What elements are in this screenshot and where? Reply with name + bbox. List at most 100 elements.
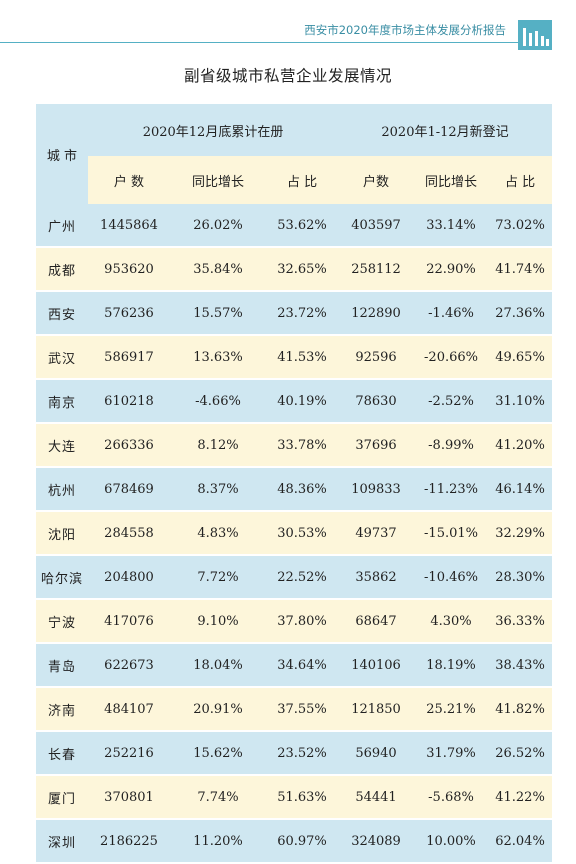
table-title: 副省级城市私营企业发展情况: [183, 67, 392, 85]
cell-new-yoy-growth: 25.21%: [414, 687, 489, 732]
cell-new-yoy-growth: -10.46%: [414, 555, 489, 600]
cell-new-share: 41.22%: [488, 775, 553, 820]
cell-count: 204800: [88, 555, 170, 600]
cell-new-share: 41.74%: [488, 247, 553, 292]
cell-count: 484107: [88, 687, 170, 732]
cell-new-share: 27.36%: [488, 291, 553, 336]
cell-new-share: 73.02%: [488, 204, 553, 248]
cell-city: 厦门: [36, 775, 88, 820]
cell-new-yoy-growth: 22.90%: [414, 247, 489, 292]
subheader-count: 户 数: [88, 156, 170, 204]
table-row: 武汉 586917 13.63% 41.53% 92596 -20.66% 49.65%: [36, 335, 553, 380]
table-row: 成都 953620 35.84% 32.65% 258112 22.90% 41.74%: [36, 247, 553, 292]
city-enterprise-table: 城 市 2020年12月底累计在册 2020年1-12月新登记 户 数 同比增长…: [36, 104, 553, 864]
cell-new-share: 38.43%: [488, 643, 553, 688]
cell-city: 宁波: [36, 599, 88, 644]
cell-yoy-growth: 15.57%: [170, 291, 266, 336]
cell-city: 成都: [36, 247, 88, 292]
table-row: 青岛 622673 18.04% 34.64% 140106 18.19% 38.43%: [36, 643, 553, 688]
cell-yoy-growth: 7.74%: [170, 775, 266, 820]
table-row: 西安 576236 15.57% 23.72% 122890 -1.46% 27.36%: [36, 291, 553, 336]
cell-share: 53.62%: [266, 204, 339, 248]
cell-new-count: 122890: [338, 291, 415, 336]
cell-new-yoy-growth: -20.66%: [414, 335, 489, 380]
header-row-subcolumns: 户 数 同比增长 占 比 户数 同比增长 占 比: [36, 156, 553, 204]
header-rule: [0, 42, 520, 43]
cell-share: 41.53%: [266, 335, 339, 380]
cell-new-share: 36.33%: [488, 599, 553, 644]
cell-count: 284558: [88, 511, 170, 556]
cell-count: 622673: [88, 643, 170, 688]
cell-new-yoy-growth: -15.01%: [414, 511, 489, 556]
cell-count: 576236: [88, 291, 170, 336]
cell-yoy-growth: 26.02%: [170, 204, 266, 248]
cell-city: 深圳: [36, 819, 88, 864]
cell-new-yoy-growth: -2.52%: [414, 379, 489, 424]
table-body: 广州 1445864 26.02% 53.62% 403597 33.14% 73.02% 成…: [36, 204, 553, 864]
cell-new-yoy-growth: 31.79%: [414, 731, 489, 776]
cell-new-yoy-growth: 33.14%: [414, 204, 489, 248]
cell-new-yoy-growth: 18.19%: [414, 643, 489, 688]
cell-count: 252216: [88, 731, 170, 776]
city-column-header: 城 市: [36, 104, 88, 204]
cell-count: 586917: [88, 335, 170, 380]
cell-new-yoy-growth: 10.00%: [414, 819, 489, 864]
cell-yoy-growth: -4.66%: [170, 379, 266, 424]
cell-city: 济南: [36, 687, 88, 732]
cell-share: 33.78%: [266, 423, 339, 468]
cell-share: 37.80%: [266, 599, 339, 644]
table-row: 沈阳 284558 4.83% 30.53% 49737 -15.01% 32.29%: [36, 511, 553, 556]
table-row: 济南 484107 20.91% 37.55% 121850 25.21% 41.82%: [36, 687, 553, 732]
cell-new-yoy-growth: 4.30%: [414, 599, 489, 644]
cell-share: 51.63%: [266, 775, 339, 820]
cell-count: 678469: [88, 467, 170, 512]
cell-new-count: 35862: [338, 555, 415, 600]
cell-yoy-growth: 11.20%: [170, 819, 266, 864]
group-header-new: 2020年1-12月新登记: [338, 104, 553, 156]
cell-share: 48.36%: [266, 467, 339, 512]
cell-yoy-growth: 15.62%: [170, 731, 266, 776]
subheader-new-yoy-growth: 同比增长: [414, 156, 489, 204]
cell-yoy-growth: 35.84%: [170, 247, 266, 292]
cell-yoy-growth: 7.72%: [170, 555, 266, 600]
cell-new-share: 28.30%: [488, 555, 553, 600]
cell-new-share: 31.10%: [488, 379, 553, 424]
table-row: 厦门 370801 7.74% 51.63% 54441 -5.68% 41.22%: [36, 775, 553, 820]
cell-new-count: 54441: [338, 775, 415, 820]
cell-count: 610218: [88, 379, 170, 424]
cell-new-count: 109833: [338, 467, 415, 512]
cell-new-count: 49737: [338, 511, 415, 556]
cell-city: 广州: [36, 204, 88, 248]
header-row-groups: 城 市 2020年12月底累计在册 2020年1-12月新登记: [36, 104, 553, 204]
cell-new-count: 37696: [338, 423, 415, 468]
cell-share: 30.53%: [266, 511, 339, 556]
cell-new-share: 32.29%: [488, 511, 553, 556]
cell-city: 武汉: [36, 335, 88, 380]
report-header: 西安市2020年度市场主体发展分析报告: [0, 0, 576, 50]
cell-share: 23.72%: [266, 291, 339, 336]
cell-new-yoy-growth: -1.46%: [414, 291, 489, 336]
table-row: 南京 610218 -4.66% 40.19% 78630 -2.52% 31.10%: [36, 379, 553, 424]
cell-new-share: 49.65%: [488, 335, 553, 380]
table-row: 宁波 417076 9.10% 37.80% 68647 4.30% 36.33%: [36, 599, 553, 644]
cell-share: 22.52%: [266, 555, 339, 600]
table-row: 杭州 678469 8.37% 48.36% 109833 -11.23% 46.14%: [36, 467, 553, 512]
cell-city: 青岛: [36, 643, 88, 688]
cell-yoy-growth: 8.37%: [170, 467, 266, 512]
table-row: 大连 266336 8.12% 33.78% 37696 -8.99% 41.20%: [36, 423, 553, 468]
cell-new-count: 140106: [338, 643, 415, 688]
cell-new-count: 68647: [338, 599, 415, 644]
cell-new-count: 92596: [338, 335, 415, 380]
cell-share: 23.52%: [266, 731, 339, 776]
cell-count: 2186225: [88, 819, 170, 864]
cell-count: 953620: [88, 247, 170, 292]
cell-new-yoy-growth: -11.23%: [414, 467, 489, 512]
cell-new-count: 324089: [338, 819, 415, 864]
cell-new-count: 403597: [338, 204, 415, 248]
cell-new-share: 41.20%: [488, 423, 553, 468]
cell-city: 长春: [36, 731, 88, 776]
cell-city: 大连: [36, 423, 88, 468]
subheader-new-count: 户数: [338, 156, 415, 204]
cell-share: 40.19%: [266, 379, 339, 424]
cell-yoy-growth: 9.10%: [170, 599, 266, 644]
